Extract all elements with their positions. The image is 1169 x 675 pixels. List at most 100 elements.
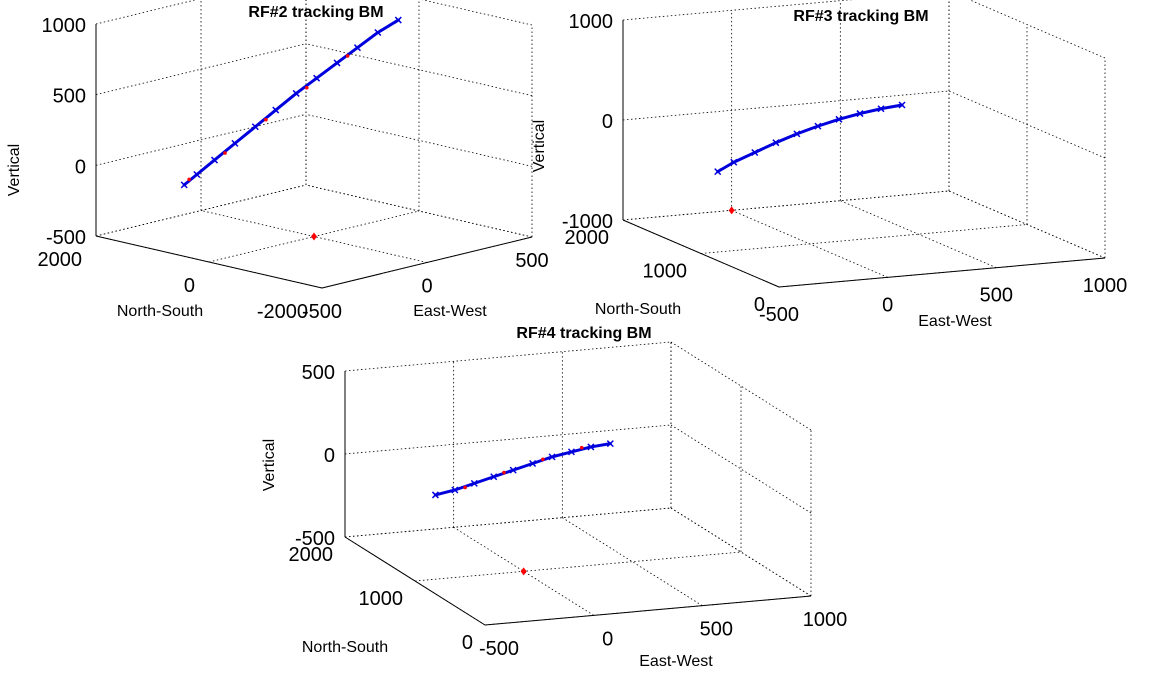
trajectory-marker: [898, 101, 906, 109]
x-axis-line: [321, 236, 533, 289]
trajectory-marker: [490, 473, 498, 481]
trajectory-marker: [251, 123, 259, 131]
z-axis-label: Vertical: [531, 120, 548, 172]
y-tick-label: 2000: [38, 249, 83, 271]
y-tick-label: 0: [462, 632, 473, 654]
trajectory-marker: [394, 16, 402, 24]
x-tick-label: 1000: [1083, 275, 1128, 297]
trajectory-marker: [714, 168, 722, 176]
backwall-gridline: [95, 43, 307, 96]
y-tick-label: 1000: [359, 588, 404, 610]
z-axis-label: Vertical: [6, 144, 23, 196]
trajectory-marker: [374, 28, 382, 37]
z-tick-label: -500: [295, 528, 335, 550]
floor-gridline: [840, 200, 997, 269]
y-tick-label: 1000: [643, 261, 688, 283]
y-axis-line: [344, 536, 486, 626]
backwall-gridline: [344, 507, 672, 538]
sidewall-gridline: [305, 184, 533, 238]
trajectory-marker: [210, 156, 219, 164]
tracking-point: [345, 54, 350, 58]
z-tick-label: 1000: [569, 11, 614, 33]
trajectory-marker: [313, 74, 321, 82]
trajectory-marker: [567, 448, 575, 456]
x-axis-label: East-West: [639, 653, 713, 670]
z-tick-label: 0: [324, 445, 335, 467]
backwall-gridline: [622, 190, 950, 221]
z-tick-label: 0: [602, 111, 613, 133]
sidewall-gridline: [305, 43, 533, 97]
y-tick-label: 0: [754, 294, 765, 316]
trajectory-marker: [431, 491, 439, 499]
z-tick-label: 1000: [42, 15, 87, 37]
subplot-rf4: RF#4 tracking BM -500 0 500 1000010002000-5…: [261, 325, 847, 670]
y-axis-line: [622, 219, 780, 288]
sidewall-gridline: [305, 113, 533, 167]
trajectory-marker: [470, 479, 478, 487]
x-tick-label: 0: [882, 294, 893, 316]
x-tick-label: 0: [602, 628, 613, 650]
tracking-point: [579, 445, 584, 450]
trajectory-marker: [793, 130, 801, 138]
y-tick-label: 2000: [565, 227, 610, 249]
trajectory-line: [716, 103, 904, 174]
x-axis-label: East-West: [413, 303, 487, 320]
trajectory-marker: [231, 139, 239, 147]
z-tick-label: 500: [53, 86, 86, 108]
y-axis-line: [95, 235, 323, 289]
trajectory-marker: [877, 105, 885, 113]
z-tick-label: -1000: [562, 211, 613, 233]
backwall-gridline: [95, 184, 307, 237]
z-axis-label: Vertical: [261, 439, 278, 491]
backwall-gridline: [95, 113, 307, 166]
subplot-rf2: RF#2 tracking BM -5000500-200002000-5000…: [6, 0, 549, 323]
z-tick-label: 0: [75, 156, 86, 178]
chart-title: RF#4 tracking BM: [516, 325, 651, 342]
backwall-gridline: [622, 90, 950, 121]
x-tick-label: -500: [479, 638, 519, 660]
tracking-point: [223, 151, 227, 155]
radar-location-marker: [520, 567, 527, 576]
x-axis-line: [778, 257, 1106, 288]
trajectory-marker: [587, 443, 595, 451]
backwall-gridline: [344, 424, 672, 455]
chart-title: RF#2 tracking BM: [248, 4, 383, 21]
x-axis-label: East-West: [918, 313, 992, 330]
trajectory-marker: [193, 170, 201, 179]
x-axis-line: [484, 595, 812, 626]
trajectory-line: [182, 18, 400, 187]
radar-location-marker: [728, 206, 735, 215]
sidewall-gridline: [670, 341, 812, 431]
x-tick-label: 1000: [803, 609, 848, 631]
floor-gridline: [414, 551, 742, 582]
trajectory-marker: [548, 453, 556, 461]
sidewall-gridline: [948, 90, 1106, 159]
trajectory-marker: [333, 59, 341, 67]
tracking-point: [541, 457, 545, 462]
y-axis-label: North-South: [117, 303, 203, 320]
floor-gridline: [562, 517, 703, 607]
chart-title: RF#3 tracking BM: [793, 8, 928, 25]
trajectory-marker: [730, 158, 738, 166]
trajectory-marker: [751, 148, 759, 157]
trajectory-marker: [856, 110, 864, 118]
backwall-gridline: [95, 0, 197, 25]
y-axis-label: North-South: [302, 639, 388, 656]
z-tick-label: 500: [302, 362, 335, 384]
tracking-point: [187, 177, 191, 182]
trajectory-marker: [180, 181, 188, 189]
x-tick-label: -500: [759, 304, 799, 326]
tracking-point: [304, 86, 309, 90]
y-tick-label: 0: [184, 275, 195, 297]
trajectory-marker: [835, 115, 843, 123]
tracking-point: [463, 485, 467, 490]
trajectory-marker: [606, 440, 614, 448]
trajectory-marker: [292, 89, 300, 97]
radar-location-marker: [311, 232, 317, 241]
x-tick-label: 500: [515, 250, 548, 272]
trajectory-marker: [272, 106, 280, 114]
subplot-rf3: RF#3 tracking BM -500 0 500 1000010002000-1…: [531, 0, 1127, 330]
trajectory-marker: [814, 122, 822, 130]
x-tick-label: 500: [980, 285, 1013, 307]
